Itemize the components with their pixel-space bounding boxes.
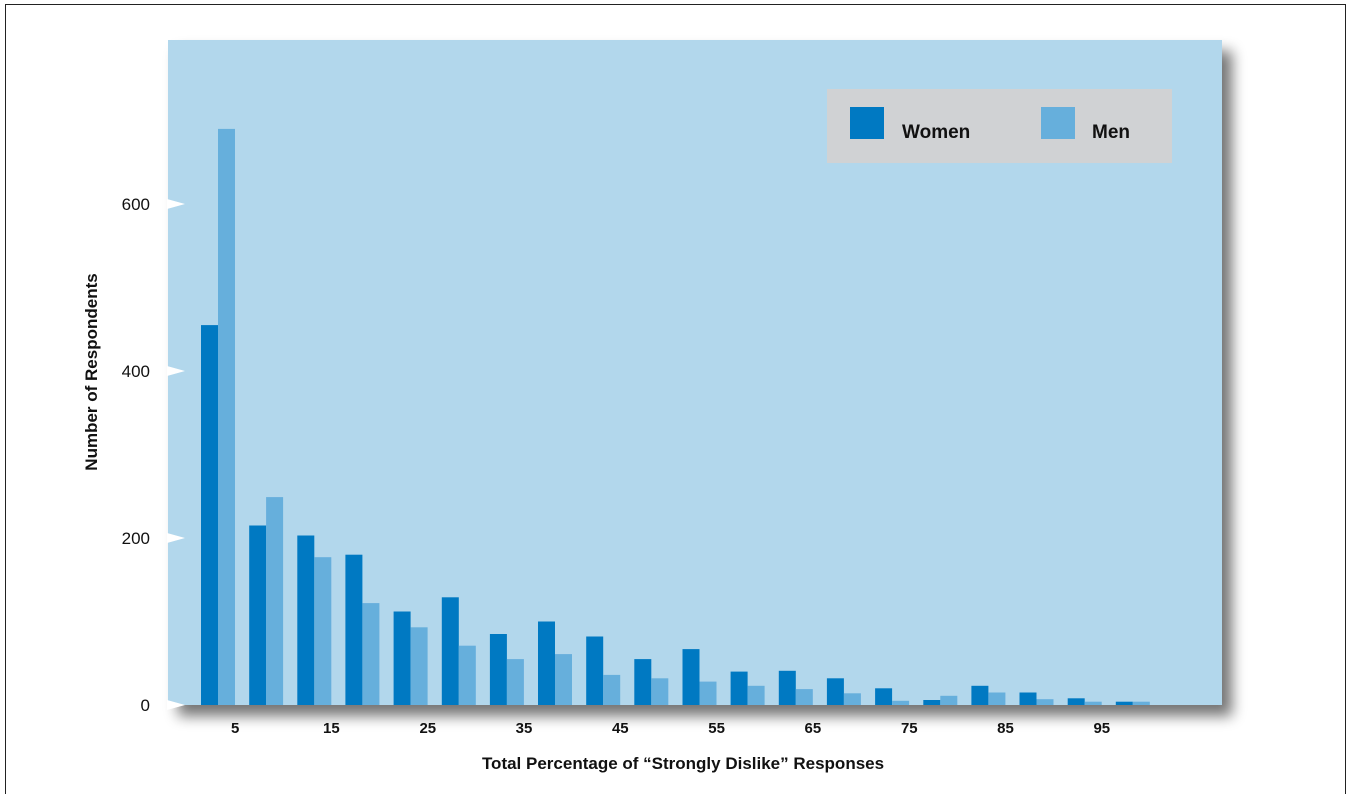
bar-men bbox=[699, 681, 717, 705]
bar-men bbox=[266, 497, 284, 705]
bar-men bbox=[362, 603, 380, 705]
bar-women bbox=[441, 597, 459, 705]
bar-men bbox=[988, 692, 1006, 705]
bar-women bbox=[586, 636, 604, 705]
bar-men bbox=[506, 659, 524, 705]
legend: Women Men bbox=[827, 89, 1172, 163]
y-tick-label: 600 bbox=[122, 195, 150, 214]
bar-men bbox=[892, 700, 910, 705]
x-tick-label: 35 bbox=[516, 720, 533, 737]
bar-men bbox=[1132, 701, 1150, 705]
y-tick-mark bbox=[167, 700, 185, 710]
x-tick-label: 45 bbox=[612, 720, 629, 737]
bar-women bbox=[682, 649, 700, 705]
bar-women bbox=[393, 611, 411, 705]
x-axis-title: Total Percentage of “Strongly Dislike” R… bbox=[482, 754, 884, 773]
legend-label-women: Women bbox=[902, 122, 970, 143]
bar-women bbox=[875, 688, 893, 705]
bar-men bbox=[795, 689, 813, 705]
bar-men bbox=[1084, 701, 1102, 705]
bar-women bbox=[249, 525, 267, 705]
bar-women bbox=[201, 325, 218, 705]
bar-women bbox=[1115, 701, 1133, 705]
figure-frame bbox=[5, 4, 1346, 794]
bar-women bbox=[489, 634, 507, 705]
bar-women bbox=[634, 659, 652, 705]
bars bbox=[201, 128, 1150, 705]
bar-women bbox=[297, 535, 315, 705]
x-tick-label: 95 bbox=[1093, 720, 1110, 737]
x-tick-label: 25 bbox=[419, 720, 436, 737]
legend-swatch-women bbox=[850, 107, 884, 139]
x-tick-label: 75 bbox=[901, 720, 918, 737]
y-axis-title: Number of Respondents bbox=[82, 273, 101, 470]
x-tick-label: 15 bbox=[323, 720, 340, 737]
y-tick-mark bbox=[167, 366, 185, 376]
bar-men bbox=[458, 645, 476, 705]
y-tick-label: 400 bbox=[122, 362, 150, 381]
legend-label-men: Men bbox=[1092, 122, 1130, 143]
bar-men bbox=[218, 128, 235, 705]
legend-box bbox=[827, 89, 1172, 163]
y-tick-label: 200 bbox=[122, 529, 150, 548]
bar-men bbox=[651, 678, 669, 705]
x-tick-label: 65 bbox=[805, 720, 822, 737]
y-tick-mark bbox=[167, 199, 185, 209]
bar-men bbox=[314, 557, 332, 705]
y-axis: 0 200 400 600 bbox=[122, 195, 185, 715]
bar-women bbox=[778, 670, 796, 705]
y-tick-label: 0 bbox=[141, 696, 150, 715]
bar-men bbox=[747, 685, 765, 705]
bar-women bbox=[345, 554, 363, 705]
bar-women bbox=[826, 678, 844, 705]
bar-women bbox=[923, 700, 941, 705]
x-tick-label: 5 bbox=[231, 720, 239, 737]
y-tick-mark bbox=[167, 533, 185, 543]
bar-men bbox=[410, 627, 428, 705]
bar-women bbox=[1067, 698, 1085, 705]
legend-swatch-men bbox=[1041, 107, 1075, 139]
bar-men bbox=[843, 693, 861, 705]
bar-men bbox=[940, 695, 958, 705]
bar-men bbox=[603, 674, 621, 705]
bar-women bbox=[730, 671, 748, 705]
bar-women bbox=[971, 685, 989, 705]
bar-women bbox=[538, 621, 555, 705]
x-axis: 5 15 25 35 45 55 65 75 85 95 bbox=[231, 720, 1110, 737]
x-tick-label: 55 bbox=[708, 720, 725, 737]
bar-women bbox=[1019, 692, 1037, 705]
bar-men bbox=[1036, 699, 1054, 705]
x-tick-label: 85 bbox=[997, 720, 1014, 737]
bar-men bbox=[555, 654, 572, 705]
